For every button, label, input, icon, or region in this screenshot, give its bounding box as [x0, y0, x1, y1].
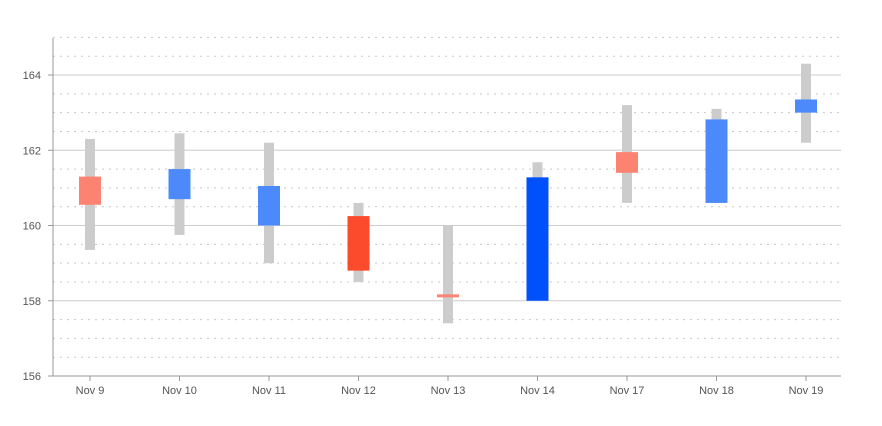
x-tick-label: Nov 19: [789, 385, 824, 397]
y-tick-label: 164: [23, 70, 41, 82]
candle-body: [79, 176, 101, 205]
watermark: 搜狐号@数维图可视化平台: [648, 398, 864, 418]
x-tick-label: Nov 12: [341, 385, 376, 397]
x-tick-label: Nov 14: [520, 385, 555, 397]
axes: [48, 38, 841, 381]
candle-body: [795, 99, 817, 113]
x-tick-label: Nov 11: [252, 385, 286, 397]
y-tick-label: 156: [23, 371, 41, 383]
candle-body: [258, 185, 280, 226]
candle-wick: [443, 225, 453, 324]
x-tick-label: Nov 10: [162, 385, 197, 397]
x-tick-label: Nov 9: [76, 385, 105, 397]
y-tick-label: 162: [23, 145, 41, 157]
tick-labels: 156 158 160 162 164 Nov 9 Nov 10 Nov 11 Nov 12 No…: [23, 70, 824, 397]
candle-body: [347, 216, 370, 271]
candle-body: [705, 119, 728, 203]
candles: [79, 63, 817, 324]
y-tick-label: 158: [23, 296, 41, 308]
y-tick-label: 160: [23, 221, 41, 233]
x-tick-label: Nov 17: [610, 385, 645, 397]
candle-body: [437, 294, 459, 298]
x-tick-label: Nov 13: [431, 385, 466, 397]
x-tick-label: Nov 18: [699, 385, 734, 397]
candle-body: [526, 177, 549, 301]
candle-body: [616, 152, 638, 173]
candle-body: [168, 169, 191, 200]
